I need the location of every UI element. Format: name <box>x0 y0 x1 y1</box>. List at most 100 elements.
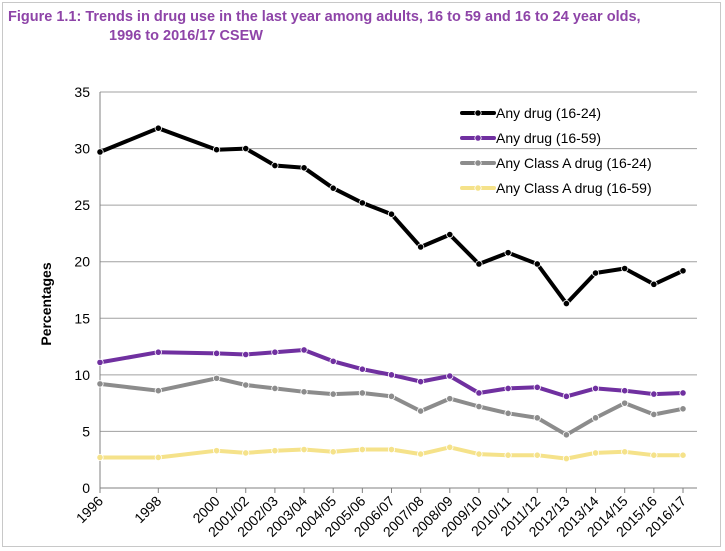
data-point <box>621 264 629 273</box>
data-point <box>417 407 425 415</box>
data-point <box>213 146 221 154</box>
x-tick-label: 1998 <box>131 493 164 526</box>
data-point <box>329 448 337 456</box>
data-point <box>475 402 483 411</box>
legend-entry-any-drug-16-24: Any drug (16-24) <box>460 105 601 121</box>
y-tick-label: 25 <box>74 197 90 213</box>
x-tick-label: 1996 <box>73 493 106 526</box>
data-point <box>475 389 483 397</box>
data-point <box>533 260 541 268</box>
data-point <box>358 389 366 397</box>
legend-entry-any-class-a-drug-16-24: Any Class A drug (16-24) <box>460 155 652 171</box>
data-point <box>213 447 221 455</box>
data-point <box>650 451 658 459</box>
data-point <box>242 350 250 359</box>
data-point <box>358 199 366 207</box>
legend-label: Any drug (16-24) <box>496 105 601 121</box>
data-point <box>242 381 250 389</box>
y-tick-label: 10 <box>74 367 90 383</box>
y-tick-label: 35 <box>74 84 90 100</box>
legend: Any drug (16-24) Any drug (16-59) Any Clas… <box>460 105 652 196</box>
legend-label: Any Class A drug (16-24) <box>496 155 652 171</box>
data-point <box>387 210 396 218</box>
data-point <box>387 371 396 379</box>
data-point <box>446 443 454 451</box>
data-point <box>213 349 221 357</box>
data-point <box>154 124 162 132</box>
data-point <box>591 414 600 422</box>
data-point <box>446 395 454 403</box>
data-point <box>621 399 629 407</box>
legend-entry-any-class-a-drug-16-59: Any Class A drug (16-59) <box>460 180 652 196</box>
legend-swatch-marker <box>474 134 482 142</box>
series-group <box>96 124 687 463</box>
data-point <box>417 378 425 386</box>
data-point <box>591 384 600 393</box>
data-point <box>504 409 512 417</box>
y-axis-title: Percentages <box>38 262 54 345</box>
figure-title-line-1: Figure 1.1: Trends in drug use in the la… <box>8 9 641 25</box>
data-point <box>679 389 687 397</box>
data-point <box>417 243 425 251</box>
data-point <box>562 392 571 400</box>
data-point <box>591 449 600 457</box>
data-point <box>300 164 308 172</box>
y-tick-label: 5 <box>82 423 90 439</box>
data-point <box>621 387 629 395</box>
data-point <box>475 450 483 458</box>
data-point <box>417 450 425 458</box>
data-point <box>562 454 571 463</box>
legend-label: Any drug (16-59) <box>496 130 601 146</box>
data-point <box>650 410 658 419</box>
data-point <box>271 384 279 393</box>
data-point <box>446 372 454 380</box>
data-point <box>504 451 512 459</box>
data-point <box>154 453 162 462</box>
data-point <box>446 230 454 239</box>
series-any-class-a-drug-16-59 <box>96 443 687 463</box>
data-point <box>271 447 279 455</box>
data-point <box>650 280 658 288</box>
data-point <box>271 161 279 170</box>
data-point <box>96 358 104 367</box>
data-point <box>621 448 629 456</box>
legend-swatch-marker <box>474 184 482 192</box>
data-point <box>242 449 250 457</box>
data-point <box>387 445 396 454</box>
legend-entry-any-drug-16-59: Any drug (16-59) <box>460 130 601 146</box>
data-point <box>533 451 541 459</box>
y-tick-label: 20 <box>74 254 90 270</box>
data-point <box>329 390 337 398</box>
data-point <box>679 451 687 459</box>
data-point <box>242 144 250 153</box>
data-point <box>679 267 687 275</box>
series-any-drug-16-24 <box>96 124 687 308</box>
data-point <box>300 445 308 454</box>
data-point <box>96 453 104 462</box>
data-point <box>562 299 571 308</box>
legend-swatch-marker <box>474 159 482 167</box>
data-point <box>271 348 279 356</box>
data-point <box>154 348 162 356</box>
y-tick-label: 15 <box>74 310 90 326</box>
figure-title: Figure 1.1: Trends in drug use in the la… <box>8 8 713 46</box>
gridlines <box>100 91 697 432</box>
series-any-drug-16-59 <box>96 346 687 400</box>
data-point <box>650 390 658 398</box>
data-point <box>533 383 541 391</box>
data-point <box>329 357 337 365</box>
figure-title-line-2: 1996 to 2016/17 CSEW <box>109 28 263 44</box>
data-point <box>387 392 396 400</box>
data-point <box>504 249 512 257</box>
data-point <box>213 374 221 382</box>
y-tick-label: 0 <box>82 480 90 496</box>
legend-label: Any Class A drug (16-59) <box>496 180 652 196</box>
data-point <box>300 388 308 396</box>
data-point <box>475 260 483 268</box>
data-point <box>591 269 600 277</box>
data-point <box>329 184 337 192</box>
data-point <box>679 405 687 413</box>
